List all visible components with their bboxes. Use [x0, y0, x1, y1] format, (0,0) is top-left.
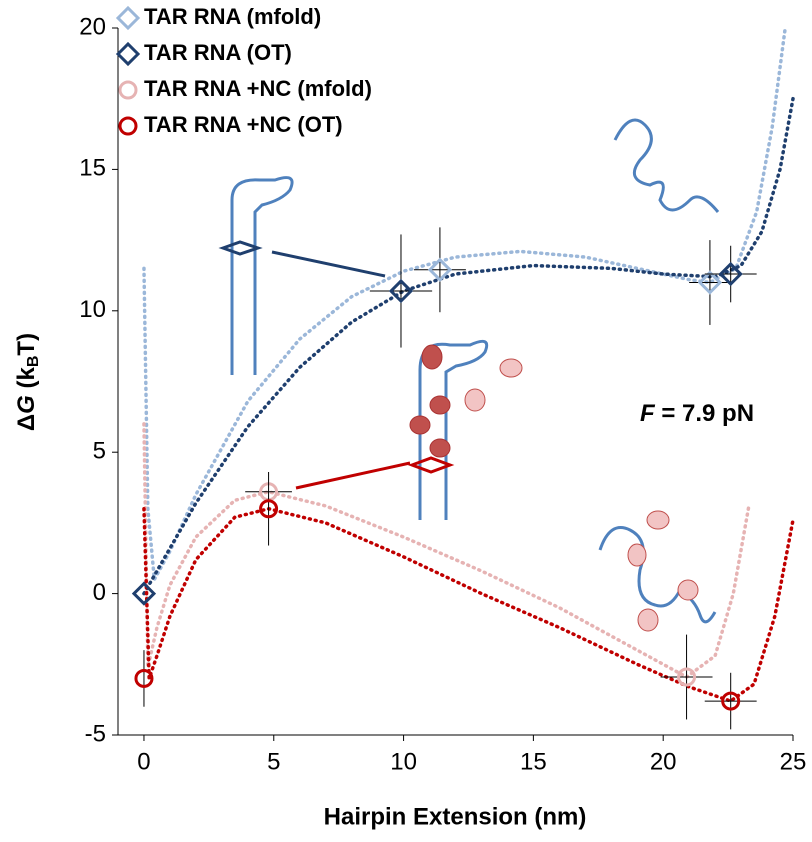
nc-proteins: [409, 344, 451, 458]
diamond-point: [115, 41, 141, 67]
diamond-point: [427, 257, 453, 282]
x-tick-label: 25: [780, 748, 807, 775]
protein: [646, 510, 670, 530]
diamond-point: [718, 261, 743, 287]
arrow: [271, 250, 386, 278]
protein: [637, 608, 659, 632]
diamond-point: [388, 278, 414, 304]
protein: [677, 579, 699, 601]
diamond-marker: [407, 456, 455, 474]
protein: [464, 388, 486, 412]
y-tick-label: 10: [79, 296, 106, 323]
diamond-point: [131, 581, 157, 606]
y-tick-label: 5: [93, 438, 106, 465]
force-symbol: F: [640, 400, 656, 427]
y-label-part: G: [13, 395, 40, 414]
unfolded-cartoon: [613, 118, 720, 213]
y-tick-label: 0: [93, 579, 106, 606]
protein: [627, 543, 647, 567]
diamond-marker: [218, 240, 263, 256]
hairpin-cartoon: [230, 176, 294, 375]
protein: [499, 358, 523, 378]
y-label-part: T): [13, 333, 40, 356]
x-tick-label: 15: [520, 748, 547, 775]
protein: [429, 438, 451, 458]
circle-point: [118, 80, 138, 100]
circle-point: [134, 668, 154, 688]
y-tick-label: -5: [85, 720, 106, 747]
protein: [409, 415, 431, 435]
nc-proteins-light: [464, 358, 699, 632]
x-tick-label: 0: [137, 748, 150, 775]
y-tick-label: 15: [79, 155, 106, 182]
circle-point: [259, 499, 279, 519]
arrow: [295, 461, 411, 490]
force-annotation: F = 7.9 pN: [640, 400, 754, 427]
energy-curve: [142, 26, 787, 586]
force-value: = 7.9 pN: [655, 400, 754, 427]
y-tick-label: 20: [79, 13, 106, 40]
unfolded-cartoon: [598, 526, 717, 624]
y-label-part: (k: [13, 366, 40, 395]
x-tick-label: 5: [267, 748, 280, 775]
energy-curve: [142, 506, 795, 704]
energy-curve: [142, 96, 795, 596]
x-tick-label: 10: [390, 748, 417, 775]
circle-point: [721, 691, 741, 711]
diamond-point: [115, 5, 141, 31]
energy-curve: [142, 422, 751, 680]
y-axis-label: ΔG (kBT): [13, 333, 42, 431]
circle-point: [118, 116, 138, 136]
circle-point: [677, 667, 697, 687]
legend-label: TAR RNA (OT): [144, 40, 292, 65]
legend-label: TAR RNA (mfold): [144, 4, 321, 29]
legend-label: TAR RNA +NC (OT): [144, 112, 343, 137]
y-label-part: B: [25, 356, 42, 368]
protein: [429, 395, 451, 415]
legend-label: TAR RNA +NC (mfold): [144, 76, 372, 101]
x-axis-label: Hairpin Extension (nm): [324, 803, 587, 830]
diamond-point: [697, 270, 723, 295]
y-label-part: Δ: [13, 414, 40, 431]
x-tick-label: 20: [650, 748, 677, 775]
protein: [421, 344, 443, 370]
